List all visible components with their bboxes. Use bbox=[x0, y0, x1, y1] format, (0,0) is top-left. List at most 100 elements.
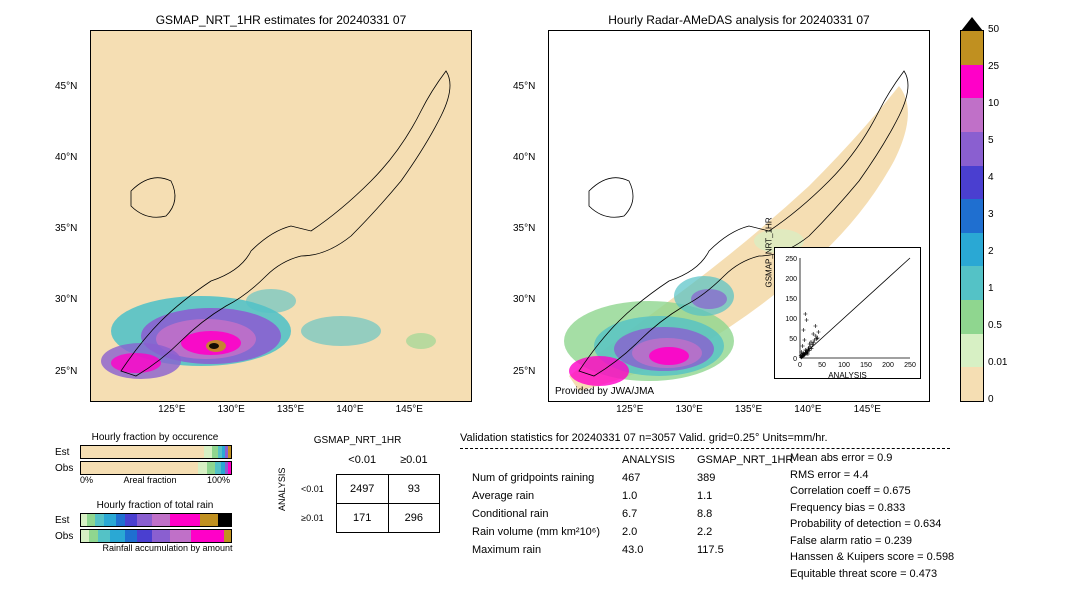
colorbar-tick: 50 bbox=[988, 24, 999, 35]
contingency-col-header: GSMAP_NRT_1HR bbox=[275, 435, 440, 446]
colorbar-tick: 0.01 bbox=[988, 357, 1007, 368]
bar-segment bbox=[228, 462, 231, 474]
colorbar-tick: 0.5 bbox=[988, 320, 1002, 331]
validation-cell: Num of gridpoints raining bbox=[462, 470, 610, 486]
contingency-panel: GSMAP_NRT_1HR ANALYSIS <0.01 ≥0.01 <0.01… bbox=[275, 435, 440, 533]
bar-segment bbox=[207, 462, 215, 474]
fraction-occurrence-title: Hourly fraction by occurence bbox=[55, 432, 255, 443]
contingency-row-0: <0.01 bbox=[289, 475, 336, 504]
colorbar-segment bbox=[961, 266, 983, 300]
validation-title: Validation statistics for 20240331 07 n=… bbox=[460, 432, 828, 444]
validation-cell: 43.0 bbox=[612, 542, 685, 558]
bar-segment bbox=[110, 530, 125, 542]
validation-panel: Validation statistics for 20240331 07 n=… bbox=[460, 432, 828, 444]
y-tick: 35°N bbox=[55, 223, 77, 234]
occ-obs-bar bbox=[80, 461, 232, 475]
validation-cell: 2.0 bbox=[612, 524, 685, 540]
contingency-table: <0.01 ≥0.01 <0.01 2497 93 ≥0.01 171 296 bbox=[289, 446, 440, 533]
right-map-attribution: Provided by JWA/JMA bbox=[555, 386, 654, 397]
svg-text:100: 100 bbox=[785, 316, 797, 323]
x-tick: 140°E bbox=[794, 404, 821, 415]
contingency-col-1: ≥0.01 bbox=[388, 446, 439, 475]
y-tick: 30°N bbox=[55, 294, 77, 305]
y-tick: 25°N bbox=[513, 366, 535, 377]
validation-table: ANALYSIS GSMAP_NRT_1HR Num of gridpoints… bbox=[460, 450, 805, 560]
bar-segment bbox=[228, 446, 231, 458]
scatter-xlabel: ANALYSIS bbox=[775, 371, 920, 380]
colorbar-tick: 3 bbox=[988, 209, 994, 220]
colorbar-segment bbox=[961, 98, 983, 132]
svg-text:200: 200 bbox=[882, 362, 894, 369]
left-map-title: GSMAP_NRT_1HR estimates for 20240331 07 bbox=[91, 13, 471, 27]
colorbar-tick: 10 bbox=[988, 98, 999, 109]
y-tick: 40°N bbox=[513, 152, 535, 163]
bar-segment bbox=[152, 514, 170, 526]
bar-segment bbox=[89, 530, 98, 542]
tot-obs-bar bbox=[80, 529, 232, 543]
y-tick: 45°N bbox=[55, 81, 77, 92]
validation-cell: 1.0 bbox=[612, 488, 685, 504]
validation-cell: 467 bbox=[612, 470, 685, 486]
x-tick: 130°E bbox=[218, 404, 245, 415]
fraction-total-title: Hourly fraction of total rain bbox=[55, 500, 255, 511]
colorbar-segment bbox=[961, 31, 983, 65]
scatter-plot: 050100150200250 050100150200250 bbox=[775, 248, 920, 378]
contingency-row-header: ANALYSIS bbox=[275, 446, 289, 533]
bar-segment bbox=[137, 530, 152, 542]
x-tick: 125°E bbox=[616, 404, 643, 415]
svg-text:150: 150 bbox=[860, 362, 872, 369]
fraction-total-panel: Hourly fraction of total rain Est Obs Ra… bbox=[55, 500, 255, 553]
bar-segment bbox=[81, 462, 198, 474]
bar-segment bbox=[170, 530, 191, 542]
x-tick: 140°E bbox=[336, 404, 363, 415]
bar-segment bbox=[198, 462, 207, 474]
metrics-list: Mean abs error = 0.9RMS error = 4.4Corre… bbox=[790, 450, 954, 582]
occ-xlabel-right: 100% bbox=[207, 475, 230, 485]
colorbar-tick: 4 bbox=[988, 172, 994, 183]
colorbar-segment bbox=[961, 300, 983, 334]
colorbar-tick: 0 bbox=[988, 394, 994, 405]
colorbar bbox=[960, 30, 984, 402]
validation-cell: 6.7 bbox=[612, 506, 685, 522]
bar-segment bbox=[98, 530, 110, 542]
svg-text:50: 50 bbox=[789, 336, 797, 343]
contingency-cell-01: 93 bbox=[388, 475, 439, 504]
left-map-panel: GSMAP_NRT_1HR estimates for 20240331 07 bbox=[90, 30, 472, 402]
bar-segment bbox=[191, 530, 224, 542]
contingency-cell-00: 2497 bbox=[336, 475, 388, 504]
tot-est-bar bbox=[80, 513, 232, 527]
colorbar-tick: 1 bbox=[988, 283, 994, 294]
svg-text:50: 50 bbox=[818, 362, 826, 369]
val-h0 bbox=[462, 452, 610, 468]
bar-segment bbox=[104, 514, 116, 526]
validation-cell: 389 bbox=[687, 470, 803, 486]
bar-segment bbox=[95, 514, 104, 526]
x-tick: 145°E bbox=[396, 404, 423, 415]
validation-cell: Maximum rain bbox=[462, 542, 610, 558]
colorbar-tick: 25 bbox=[988, 61, 999, 72]
val-h2: GSMAP_NRT_1HR bbox=[687, 452, 803, 468]
right-map-panel: Hourly Radar-AMeDAS analysis for 2024033… bbox=[548, 30, 930, 402]
bar-segment bbox=[137, 514, 152, 526]
metric-item: False alarm ratio = 0.239 bbox=[790, 533, 954, 550]
y-tick: 40°N bbox=[55, 152, 77, 163]
validation-cell: 117.5 bbox=[687, 542, 803, 558]
bar-segment bbox=[200, 514, 218, 526]
x-tick: 125°E bbox=[158, 404, 185, 415]
x-tick: 135°E bbox=[735, 404, 762, 415]
occ-xlabel-left: 0% bbox=[80, 475, 93, 485]
validation-cell: 2.2 bbox=[687, 524, 803, 540]
metric-item: Equitable threat score = 0.473 bbox=[790, 566, 954, 583]
colorbar-segment bbox=[961, 334, 983, 368]
colorbar-tick: 5 bbox=[988, 135, 994, 146]
colorbar-segment bbox=[961, 166, 983, 200]
validation-cell: Rain volume (mm km²10⁶) bbox=[462, 524, 610, 540]
est-label-2: Est bbox=[55, 515, 80, 526]
validation-cell: Conditional rain bbox=[462, 506, 610, 522]
contingency-cell-11: 296 bbox=[388, 504, 439, 533]
bar-segment bbox=[81, 530, 89, 542]
colorbar-segment bbox=[961, 199, 983, 233]
metric-item: Correlation coeff = 0.675 bbox=[790, 483, 954, 500]
val-h1: ANALYSIS bbox=[612, 452, 685, 468]
bar-segment bbox=[204, 446, 212, 458]
